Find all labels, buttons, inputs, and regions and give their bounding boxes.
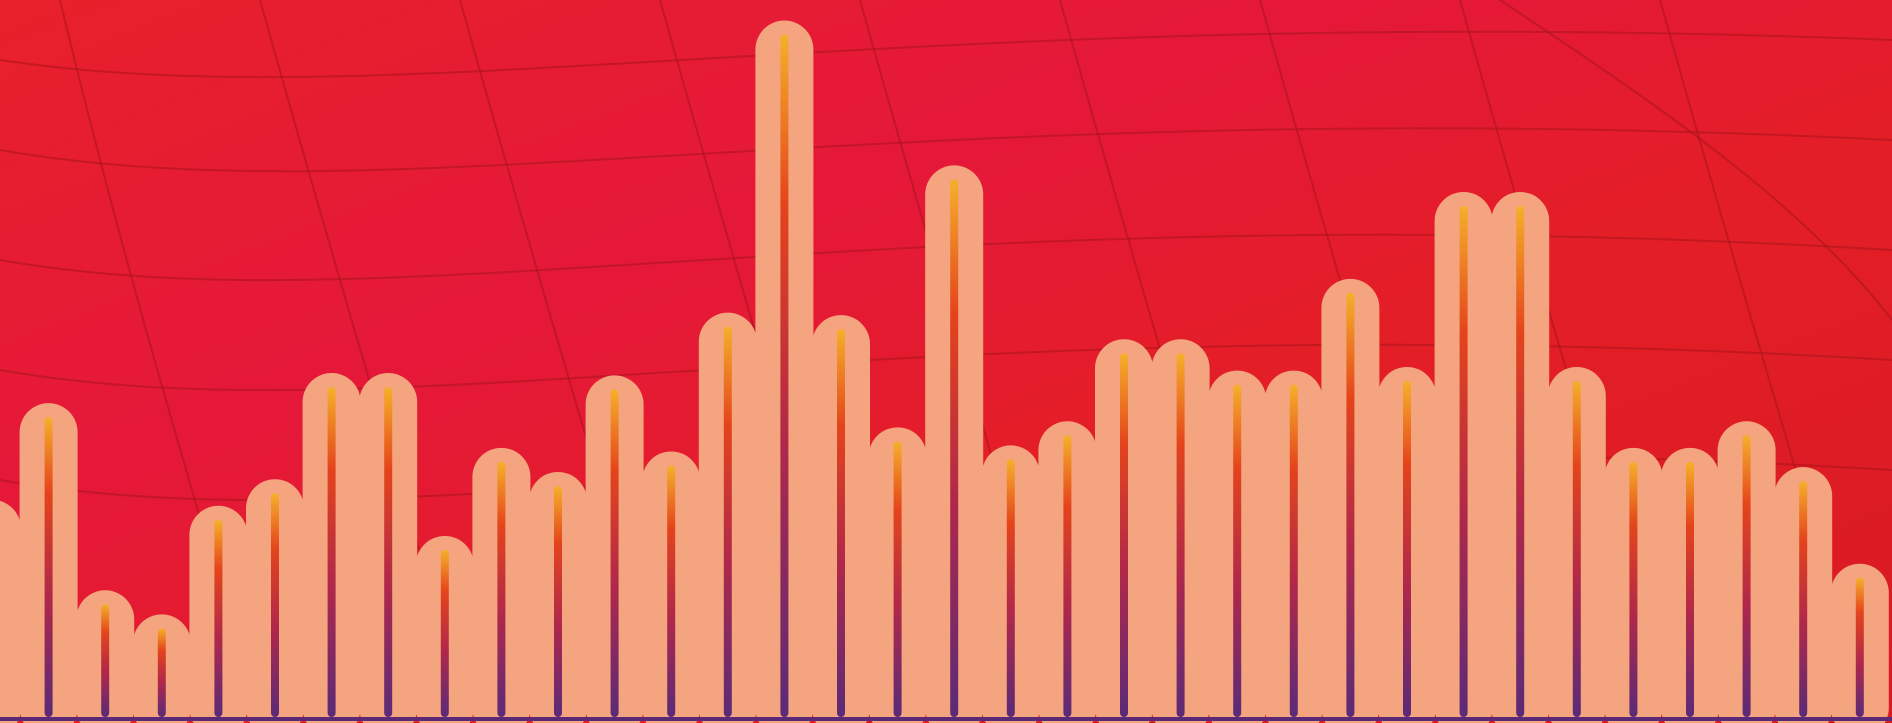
bar-core — [1572, 380, 1581, 717]
bar-core — [1120, 353, 1128, 717]
bar-core — [1346, 292, 1355, 717]
bar-core — [1686, 461, 1694, 717]
bar-core — [384, 387, 393, 717]
bar-core — [101, 604, 110, 717]
bar-core — [1799, 481, 1808, 717]
bar — [0, 500, 21, 723]
bar-core — [1403, 380, 1411, 717]
bars — [0, 20, 1889, 723]
bar-core — [780, 34, 789, 718]
bar-core — [723, 326, 732, 717]
bar-core — [214, 519, 223, 717]
bar-core — [610, 389, 619, 717]
bar-core — [327, 387, 336, 717]
bar-core — [1006, 459, 1015, 717]
baseline — [0, 717, 1892, 721]
bar-core — [950, 179, 959, 717]
bar-core — [667, 465, 676, 717]
bar-core — [1516, 205, 1525, 717]
bar-core — [1063, 435, 1072, 717]
bar-core — [1176, 353, 1185, 717]
bar-core — [1459, 205, 1468, 717]
bar-core — [497, 461, 506, 717]
bar-core — [440, 549, 449, 717]
bar-core — [554, 485, 562, 717]
bar-core — [1289, 384, 1298, 717]
bar-core — [1629, 461, 1638, 717]
bar-core — [1742, 435, 1751, 717]
bar-core — [1855, 577, 1864, 717]
bar-core — [837, 329, 845, 717]
bar-core — [44, 417, 53, 717]
bar-core — [893, 441, 902, 717]
bar-core — [1233, 384, 1242, 717]
bar-core — [271, 493, 279, 717]
bar-core — [157, 628, 166, 717]
